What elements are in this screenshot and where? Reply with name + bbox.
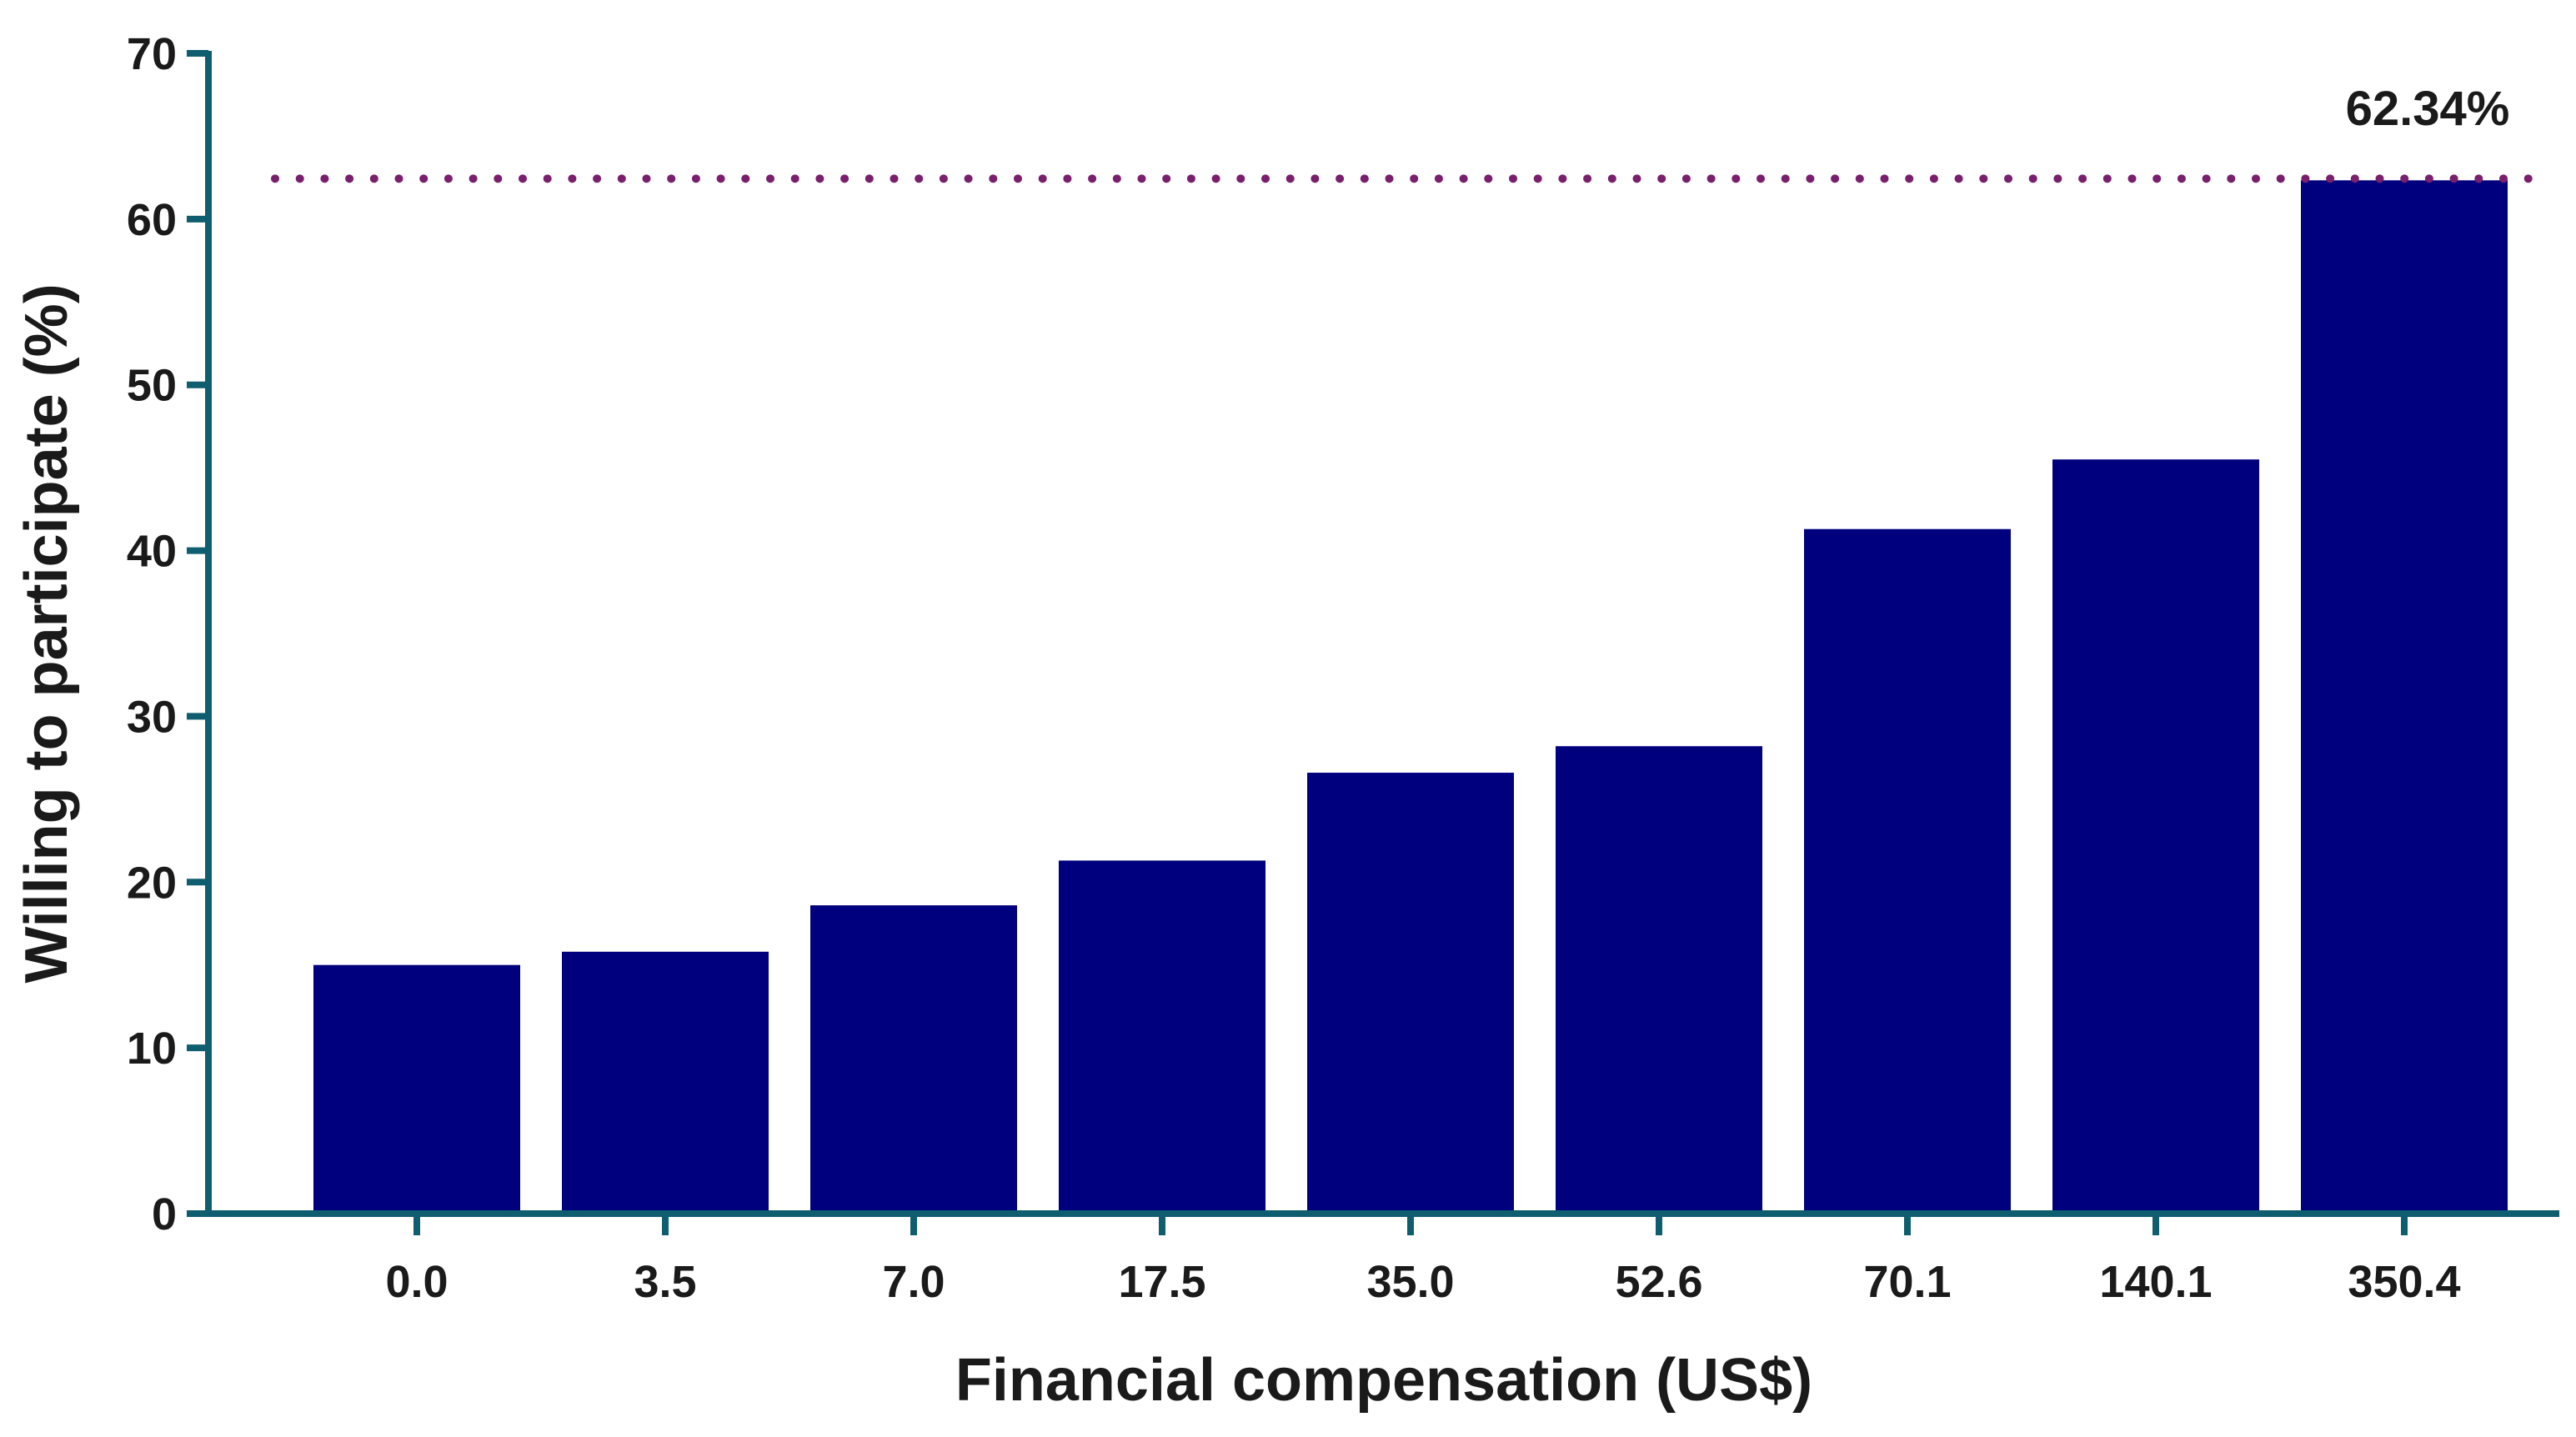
bar-52.6	[1556, 746, 1762, 1214]
x-tick-label: 140.1	[2099, 1257, 2212, 1307]
y-tick-label: 10	[127, 1024, 177, 1074]
x-tick-label: 3.5	[634, 1257, 696, 1307]
bar-350.4	[2301, 180, 2508, 1214]
bar-3.5	[562, 951, 769, 1214]
x-tick-label: 350.4	[2348, 1257, 2460, 1307]
x-tick-label: 35.0	[1366, 1257, 1454, 1307]
y-ticks-group: 0 10 20 30 40 50 60 70	[127, 29, 208, 1239]
x-tick-label: 17.5	[1118, 1257, 1205, 1307]
bar-17.5	[1059, 860, 1265, 1214]
y-tick-label: 40	[127, 527, 177, 577]
y-tick-label: 0	[152, 1189, 177, 1239]
y-tick-label: 50	[127, 361, 177, 411]
y-tick-label: 70	[127, 29, 177, 79]
x-tick-label: 52.6	[1615, 1257, 1702, 1307]
bar-70.1	[1804, 528, 2011, 1214]
y-tick-label: 30	[127, 692, 177, 742]
max-value-annotation: 62.34%	[2346, 82, 2510, 136]
y-tick-label: 60	[127, 195, 177, 245]
bar-140.1	[2052, 459, 2259, 1214]
bar-0.0	[313, 964, 520, 1214]
x-tick-label: 70.1	[1863, 1257, 1951, 1307]
x-tick-label: 0.0	[385, 1257, 448, 1307]
x-ticks-group: 0.0 3.5 7.0 17.5 35.0 52.6 70.1 140.1 350.4	[385, 1214, 2461, 1307]
bars-group	[313, 180, 2508, 1214]
x-axis-title: Financial compensation (US$)	[955, 1347, 1812, 1414]
bar-7.0	[810, 905, 1017, 1214]
x-tick-label: 7.0	[882, 1257, 945, 1307]
y-axis-title: Willing to participate (%)	[13, 283, 80, 983]
y-tick-label: 20	[127, 858, 177, 908]
bar-35.0	[1307, 773, 1514, 1214]
